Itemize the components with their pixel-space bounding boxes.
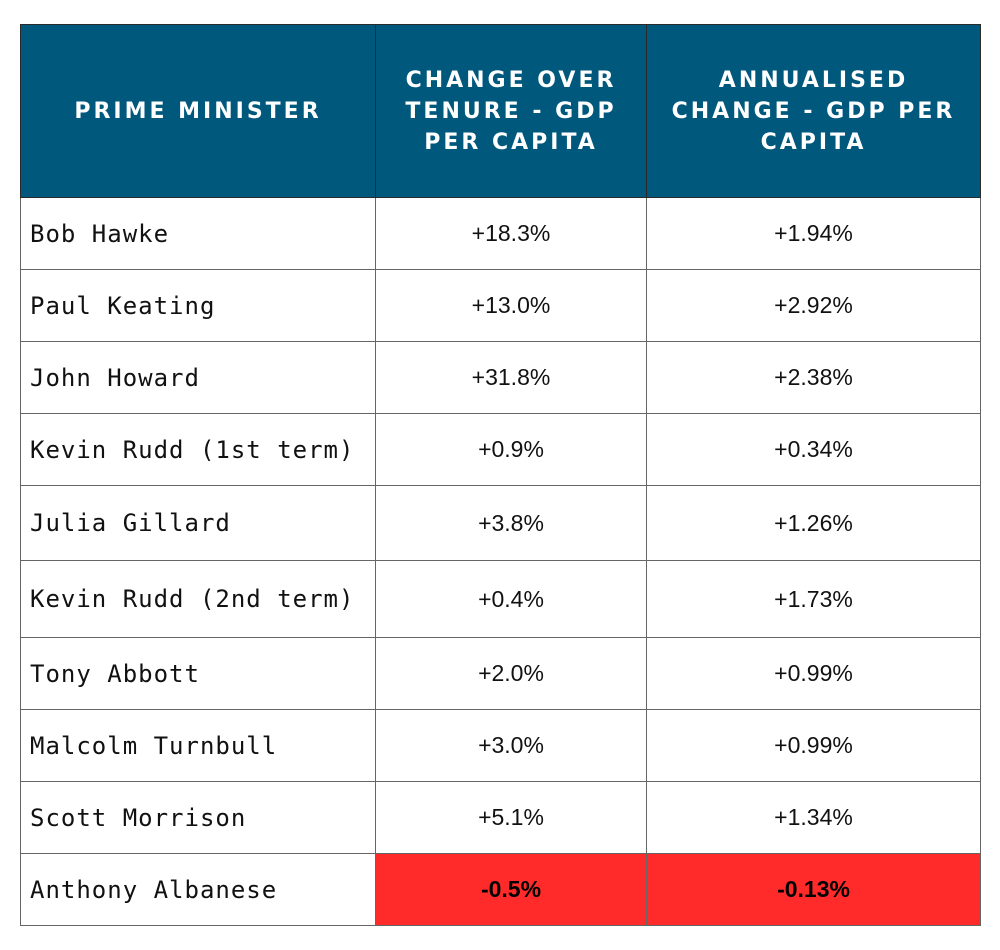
gdp-table-container: PRIME MINISTER CHANGE OVER TENURE - GDP …: [20, 24, 981, 926]
annualised-change-cell: +1.94%: [646, 197, 981, 270]
table-row: Kevin Rudd (1st term) +0.9% +0.34%: [20, 413, 981, 486]
header-row: PRIME MINISTER CHANGE OVER TENURE - GDP …: [20, 24, 981, 198]
annualised-change-cell-negative: -0.13%: [646, 853, 981, 926]
table-row: Paul Keating +13.0% +2.92%: [20, 269, 981, 342]
table-row: John Howard +31.8% +2.38%: [20, 341, 981, 414]
gdp-per-capita-table: PRIME MINISTER CHANGE OVER TENURE - GDP …: [20, 24, 981, 926]
pm-name-cell: Scott Morrison: [20, 781, 376, 854]
pm-name-cell: Malcolm Turnbull: [20, 709, 376, 782]
annualised-change-cell: +1.26%: [646, 485, 981, 561]
tenure-change-cell: +0.4%: [375, 560, 647, 638]
tenure-change-cell: +3.8%: [375, 485, 647, 561]
table-row: Bob Hawke +18.3% +1.94%: [20, 197, 981, 270]
annualised-change-cell: +0.34%: [646, 413, 981, 486]
header-change-over-tenure: CHANGE OVER TENURE - GDP PER CAPITA: [375, 24, 647, 198]
annualised-change-cell: +1.34%: [646, 781, 981, 854]
pm-name-cell: John Howard: [20, 341, 376, 414]
header-prime-minister: PRIME MINISTER: [20, 24, 376, 198]
annualised-change-cell: +0.99%: [646, 709, 981, 782]
tenure-change-cell: +3.0%: [375, 709, 647, 782]
pm-name-cell: Bob Hawke: [20, 197, 376, 270]
tenure-change-cell: +31.8%: [375, 341, 647, 414]
annualised-change-cell: +2.92%: [646, 269, 981, 342]
table-row: Scott Morrison +5.1% +1.34%: [20, 781, 981, 854]
pm-name-cell: Paul Keating: [20, 269, 376, 342]
header-annualised-change: ANNUALISED CHANGE - GDP PER CAPITA: [646, 24, 981, 198]
tenure-change-cell: +0.9%: [375, 413, 647, 486]
annualised-change-cell: +0.99%: [646, 637, 981, 710]
tenure-change-cell: +5.1%: [375, 781, 647, 854]
pm-name-cell: Kevin Rudd (2nd term): [20, 560, 376, 638]
tenure-change-cell: +18.3%: [375, 197, 647, 270]
table-row: Anthony Albanese -0.5% -0.13%: [20, 853, 981, 926]
table-body: Bob Hawke +18.3% +1.94% Paul Keating +13…: [20, 197, 981, 926]
annualised-change-cell: +2.38%: [646, 341, 981, 414]
pm-name-cell: Anthony Albanese: [20, 853, 376, 926]
tenure-change-cell-negative: -0.5%: [375, 853, 647, 926]
annualised-change-cell: +1.73%: [646, 560, 981, 638]
pm-name-cell: Tony Abbott: [20, 637, 376, 710]
table-row: Kevin Rudd (2nd term) +0.4% +1.73%: [20, 560, 981, 638]
table-header: PRIME MINISTER CHANGE OVER TENURE - GDP …: [20, 24, 981, 198]
table-row: Julia Gillard +3.8% +1.26%: [20, 485, 981, 561]
table-row: Tony Abbott +2.0% +0.99%: [20, 637, 981, 710]
pm-name-cell: Julia Gillard: [20, 485, 376, 561]
tenure-change-cell: +13.0%: [375, 269, 647, 342]
pm-name-cell: Kevin Rudd (1st term): [20, 413, 376, 486]
tenure-change-cell: +2.0%: [375, 637, 647, 710]
table-row: Malcolm Turnbull +3.0% +0.99%: [20, 709, 981, 782]
